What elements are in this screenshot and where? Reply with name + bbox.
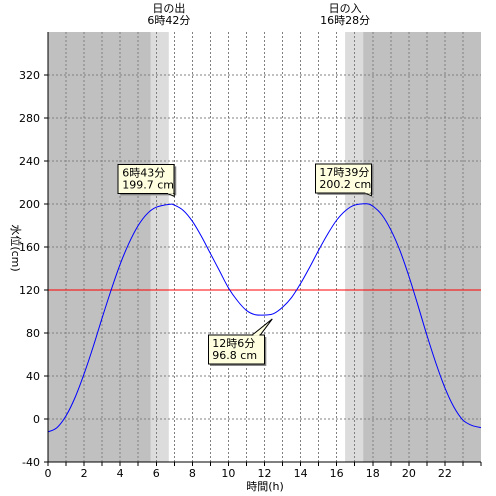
x-tick-label: 2 (81, 467, 88, 480)
y-tick-label: 40 (26, 370, 40, 383)
callout-value: 200.2 cm (319, 178, 371, 191)
callout-value: 96.8 cm (212, 349, 257, 362)
callout-box (117, 163, 175, 194)
twilight-band-morning (150, 32, 169, 462)
y-axis-ticks: -40 0 40 80 120 160 200 240 280 320 (19, 69, 48, 469)
callout-box (207, 334, 265, 365)
y-tick-label: -40 (22, 456, 40, 469)
x-tick-label: 20 (402, 467, 416, 480)
x-tick-label: 10 (221, 467, 235, 480)
x-tick-label: 4 (117, 467, 124, 480)
y-tick-label: 280 (19, 112, 40, 125)
x-tick-label: 22 (438, 467, 452, 480)
sunset-time: 16時28分 (320, 14, 370, 27)
x-tick-label: 16 (330, 467, 344, 480)
x-tick-label: 0 (45, 467, 52, 480)
y-tick-label: 200 (19, 198, 40, 211)
y-axis-label: 水位(cm) (9, 224, 23, 271)
callout-time: 17時39分 (319, 166, 369, 179)
y-tick-label: 80 (26, 327, 40, 340)
callout-time: 6時43分 (122, 166, 165, 179)
sunset-label: 日の入 (329, 2, 362, 15)
y-tick-label: 320 (19, 69, 40, 82)
y-tick-label: 160 (19, 241, 40, 254)
x-tick-label: 18 (366, 467, 380, 480)
sunrise-label: 日の出 (152, 1, 185, 15)
x-tick-label: 14 (294, 467, 308, 480)
x-tick-label: 12 (258, 467, 272, 480)
tide-series-line (47, 203, 482, 433)
x-tick-label: 8 (189, 467, 196, 480)
night-band-morning (48, 32, 151, 462)
x-tick-label: 6 (153, 467, 160, 480)
y-tick-label: 240 (19, 155, 40, 168)
callout-time: 12時6分 (212, 337, 255, 350)
grid-lines (48, 32, 481, 462)
y-tick-label: 0 (33, 413, 40, 426)
y-tick-label: 120 (19, 284, 40, 297)
sunrise-time: 6時42分 (147, 14, 190, 27)
x-axis-label: 時間(h) (246, 480, 284, 493)
callout-value: 199.7 cm (122, 178, 174, 191)
x-axis-ticks: 0 2 4 6 8 10 12 14 16 18 20 22 (45, 462, 482, 480)
twilight-band-evening (345, 32, 364, 462)
callout-box (314, 163, 372, 194)
